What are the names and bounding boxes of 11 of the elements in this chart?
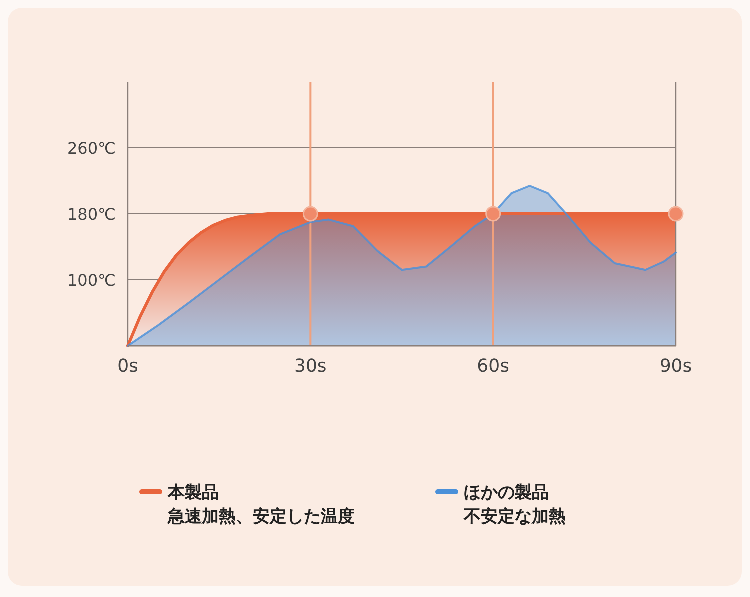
legend-label: 本製品	[167, 483, 219, 503]
y-tick-label: 260℃	[67, 139, 116, 158]
text: 不安定な加熱	[463, 507, 566, 527]
y-tick-label: 100℃	[67, 271, 116, 290]
legend-label: ほかの製品	[464, 483, 549, 503]
x-tick-label: 30s	[294, 356, 327, 377]
x-tick-label: 0s	[118, 356, 138, 377]
y-tick-label: 180℃	[67, 205, 116, 224]
text: 急速加熱、安定した温度	[167, 507, 355, 527]
x-tick-label: 60s	[477, 356, 510, 377]
x-tick-label: 90s	[660, 356, 692, 377]
